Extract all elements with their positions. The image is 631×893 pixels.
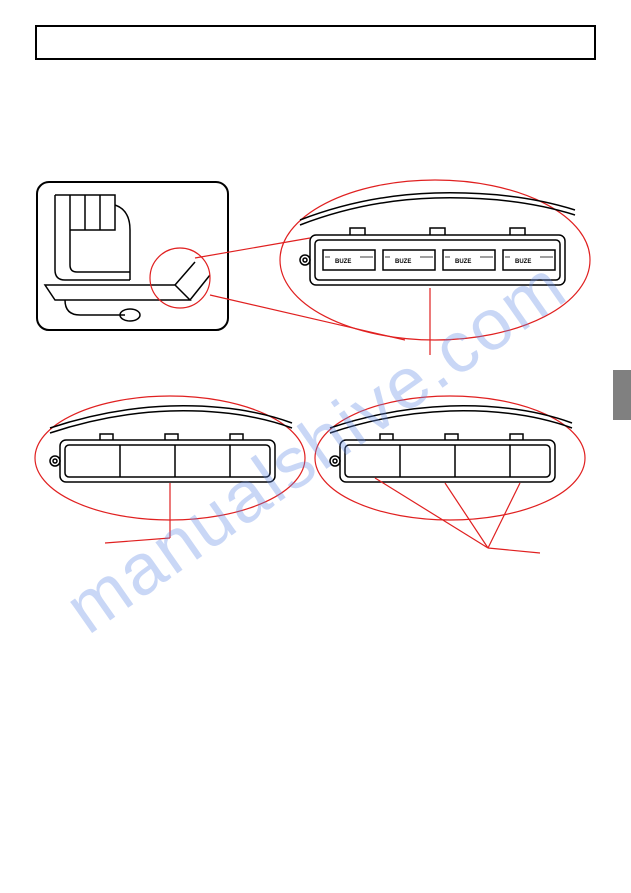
diagram-bottom-left [30,388,310,558]
diagram-bottom-right [310,388,590,568]
